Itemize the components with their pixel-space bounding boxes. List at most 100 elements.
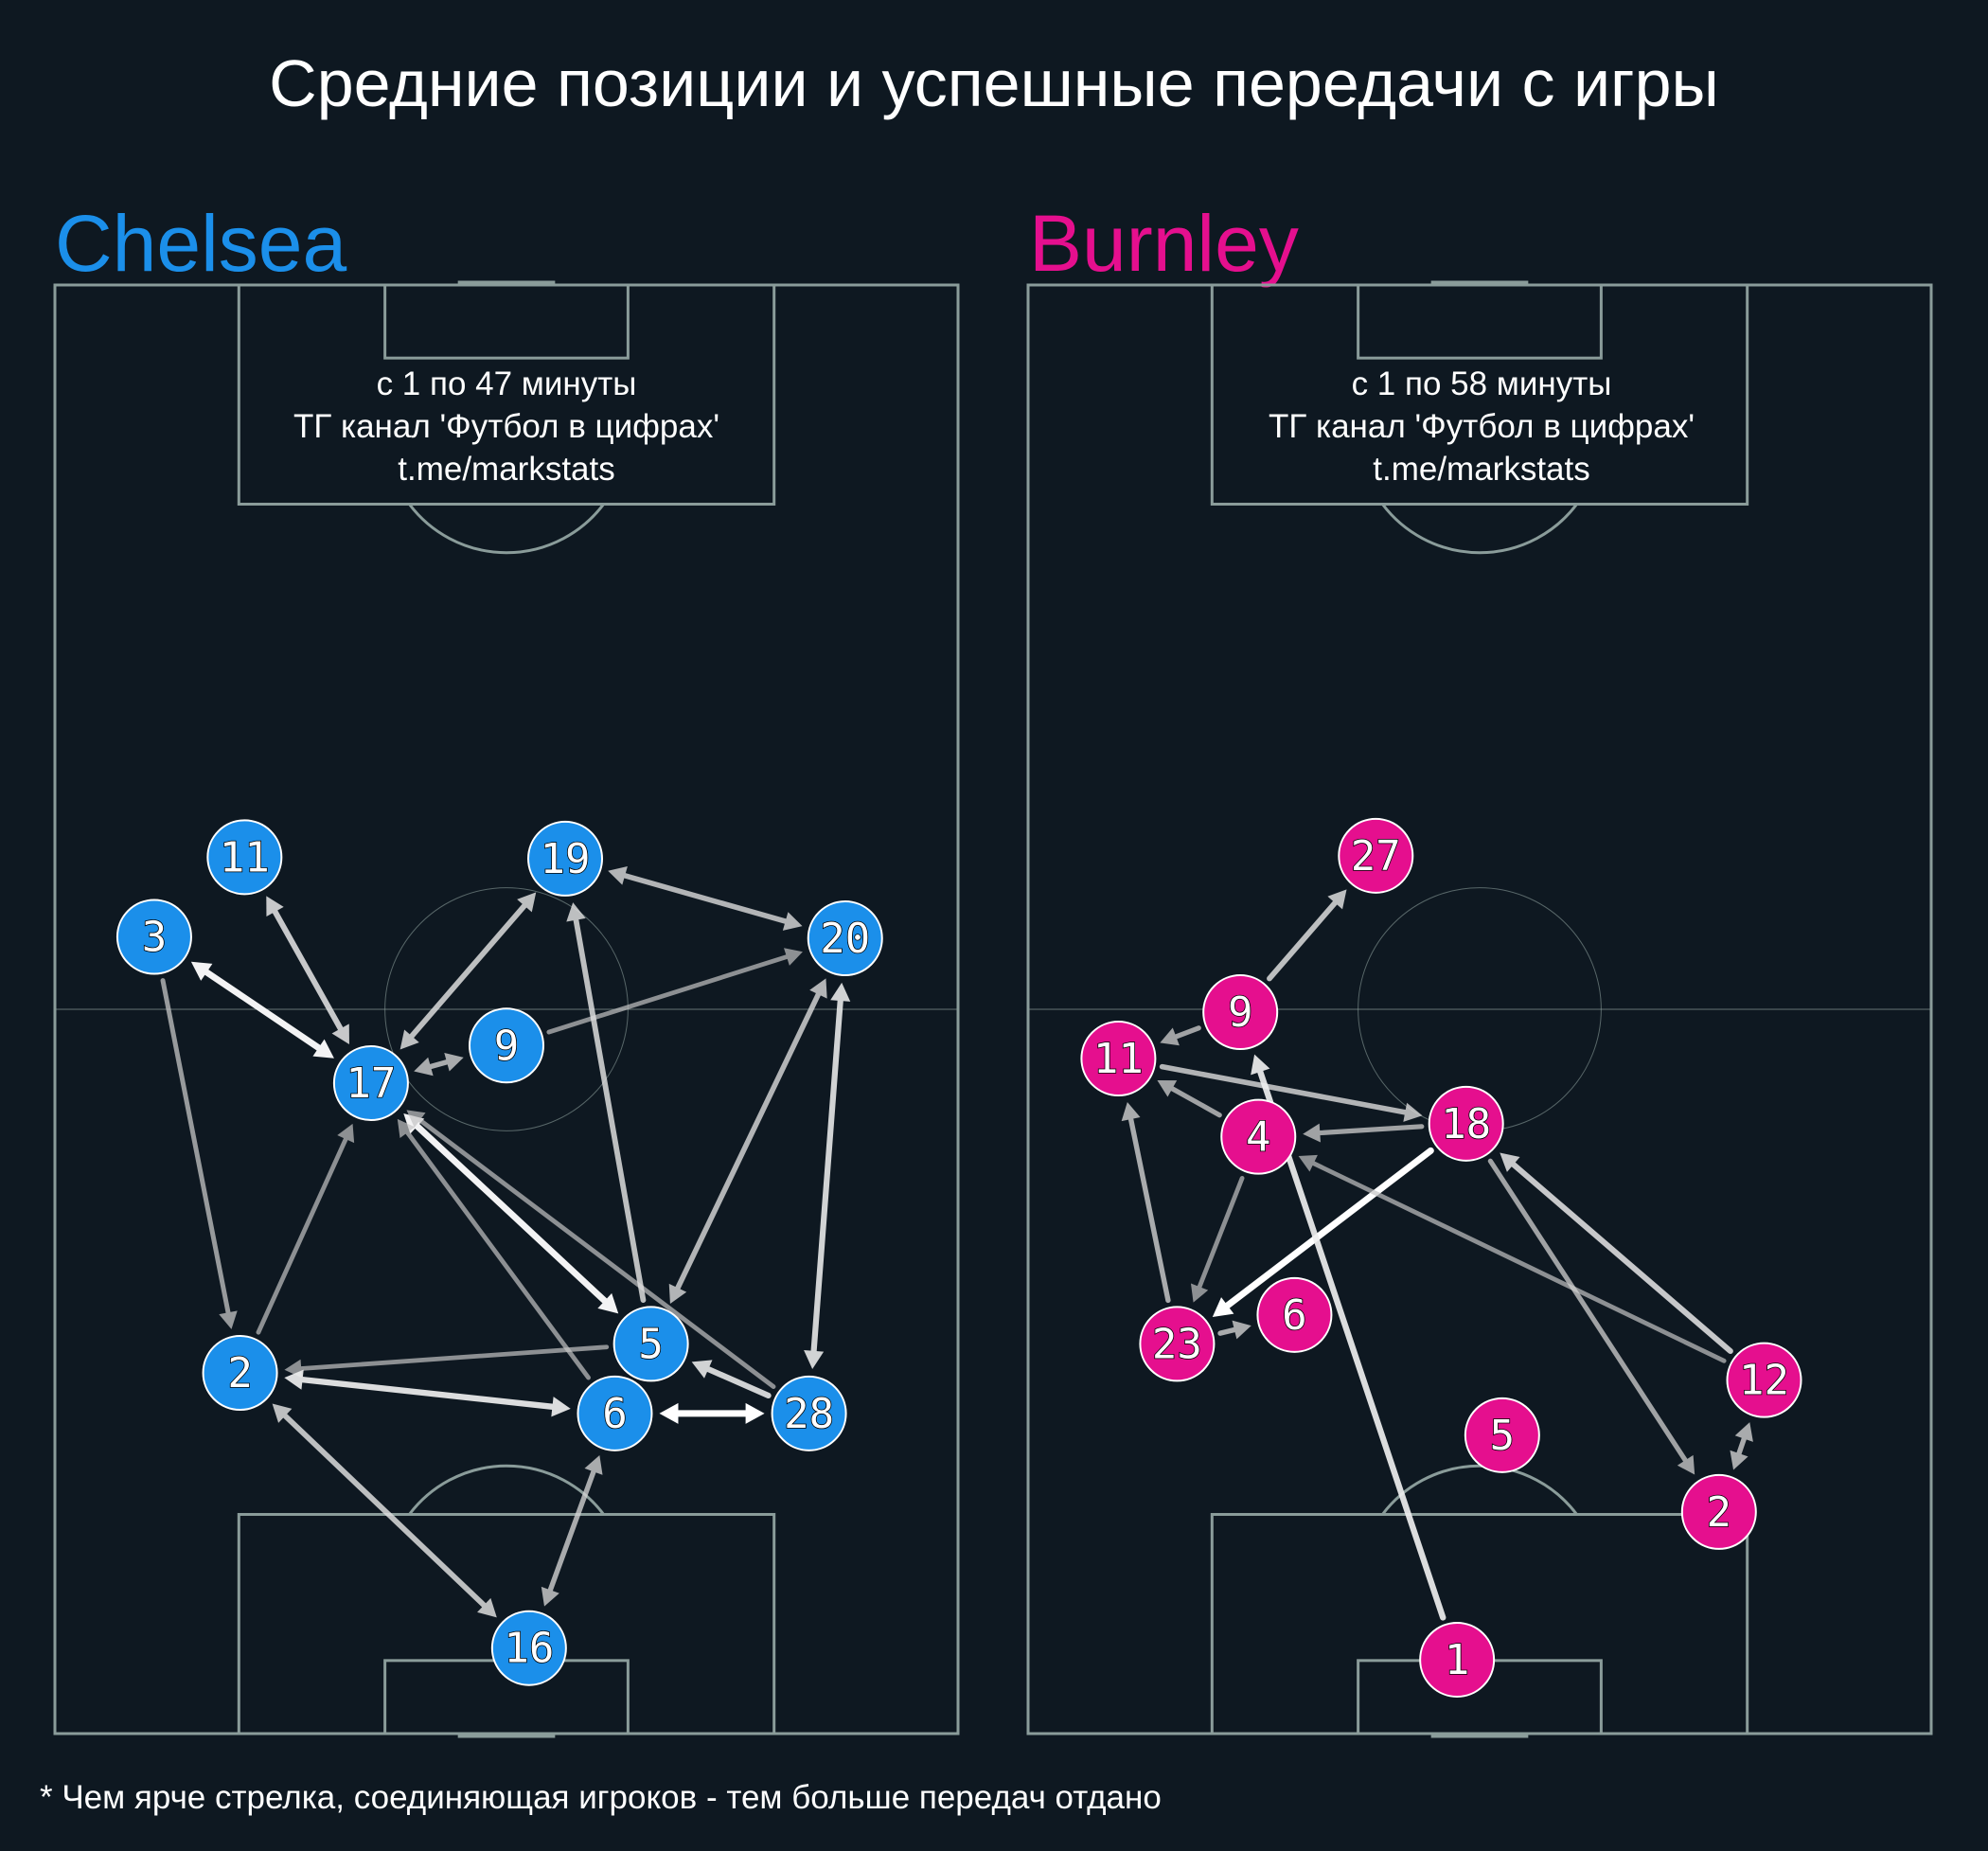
player-node-5: 5: [612, 1306, 689, 1382]
pass-line: [160, 978, 232, 1319]
info-line-3-burnley: t.me/markstats: [1373, 451, 1589, 488]
player-number: 3: [142, 914, 168, 962]
player-marker: [1080, 1021, 1157, 1097]
arrow-head: [1303, 1123, 1321, 1143]
arrow-head: [397, 1118, 416, 1138]
arrow-head: [444, 1053, 464, 1072]
player-marker: [612, 1306, 689, 1382]
pass-arrow-3-2: [160, 978, 238, 1329]
goal-area-top: [383, 283, 630, 360]
pass-line: [546, 1466, 597, 1596]
player-marker: [469, 1007, 544, 1084]
pass-arrow-1-9: [1251, 1054, 1447, 1621]
player-number: 16: [504, 1625, 554, 1673]
arrow-head: [809, 978, 827, 999]
goal-area-top: [1357, 283, 1603, 360]
passes-chelsea: [160, 865, 851, 1618]
player-node-6: 6: [577, 1375, 653, 1451]
player-number: 9: [494, 1022, 520, 1070]
arrow-head: [691, 1360, 713, 1379]
pass-arrow-6-28: [659, 1402, 765, 1424]
pass-line: [200, 967, 326, 1054]
pass-line: [256, 1133, 350, 1335]
pass-arrow-9-11: [1160, 1025, 1201, 1046]
arrow-head-reverse: [659, 1402, 679, 1424]
pass-arrow-28-17: [406, 1110, 776, 1389]
player-number: 2: [1707, 1488, 1732, 1537]
player-node-16: 16: [490, 1610, 567, 1686]
arrow-head-reverse: [266, 896, 284, 917]
pass-arrow-28-5: [691, 1360, 772, 1399]
player-number: 6: [602, 1390, 628, 1438]
footnote: * Чем ярче стрелка, соединяющая игроков …: [40, 1779, 1162, 1816]
passes-burnley: [1121, 889, 1753, 1621]
pass-arrow-19-20: [608, 865, 803, 931]
pass-arrow-20-28: [804, 982, 851, 1370]
info-line-1-chelsea: с 1 по 47 минуты: [377, 365, 637, 402]
arrow-head: [804, 1350, 825, 1370]
pass-line: [279, 1410, 489, 1611]
arrow-head: [477, 1597, 497, 1618]
player-marker: [1680, 1473, 1757, 1550]
info-line-3-chelsea: t.me/markstats: [398, 451, 614, 488]
player-node-9: 9: [469, 1007, 544, 1084]
pass-line: [1159, 1063, 1411, 1116]
team-name-burnley: Burnley: [1029, 199, 1299, 288]
player-number: 11: [220, 833, 270, 881]
arrow-head-reverse: [668, 1283, 687, 1305]
player-node-11: 11: [206, 819, 283, 896]
pass-arrow-17-9: [414, 1053, 464, 1077]
pass-line: [1166, 1084, 1222, 1118]
player-node-1: 1: [1419, 1621, 1496, 1698]
pass-line: [1735, 1433, 1748, 1460]
pass-arrow-5-19: [566, 902, 647, 1304]
pass-line: [270, 905, 346, 1035]
pass-line: [1314, 1124, 1425, 1136]
arrow-head-reverse: [608, 865, 628, 885]
player-number: 4: [1246, 1113, 1271, 1162]
player-marker: [1202, 974, 1279, 1051]
player-node-2: 2: [202, 1335, 278, 1412]
player-node-28: 28: [771, 1375, 847, 1451]
burnley-panel: Burnley с 1 по 58 минуты ТГ канал 'Футбо…: [1026, 199, 1933, 1738]
player-node-18: 18: [1428, 1085, 1504, 1162]
pass-arrow-9-20: [546, 948, 803, 1035]
arrow-head: [784, 948, 803, 966]
arrow-head-reverse: [830, 982, 851, 1002]
pass-line: [1196, 1175, 1245, 1292]
pass-arrow-18-2: [1487, 1158, 1695, 1475]
pass-line: [402, 1127, 591, 1380]
arrow-head: [312, 1039, 334, 1059]
pass-line: [411, 1120, 612, 1308]
arrow-head: [1232, 1320, 1251, 1340]
player-marker: [1419, 1621, 1496, 1698]
pass-line: [701, 1364, 772, 1399]
arrow-head: [219, 1310, 238, 1329]
pass-arrow-3-17: [190, 961, 334, 1059]
arrow-head-reverse: [272, 1403, 293, 1423]
player-number: 23: [1152, 1320, 1202, 1368]
pass-arrow-17-19: [399, 892, 537, 1050]
pass-arrow-12-4: [1298, 1154, 1727, 1363]
players-burnley: 27 9 11 18 4 6 23 12 5 2 1: [1080, 817, 1802, 1698]
player-marker: [1256, 1276, 1333, 1353]
player-number: 27: [1351, 832, 1401, 881]
player-marker: [1338, 817, 1414, 894]
arrow-head-reverse: [190, 961, 213, 981]
team-name-chelsea: Chelsea: [55, 199, 346, 288]
pass-arrow-2-6: [284, 1369, 571, 1417]
player-marker: [1726, 1342, 1802, 1418]
arrow-head: [331, 1023, 349, 1045]
pass-line: [546, 953, 792, 1035]
arrow-head: [597, 1292, 619, 1314]
pass-arrow-11-18: [1159, 1063, 1423, 1122]
player-node-6: 6: [1256, 1276, 1333, 1353]
arrow-head: [1734, 1422, 1753, 1442]
arrow-head: [517, 892, 537, 913]
arrow-head-reverse: [1730, 1450, 1748, 1470]
player-number: 19: [541, 835, 591, 883]
pass-line: [415, 1115, 776, 1389]
player-number: 5: [1490, 1412, 1516, 1460]
arrow-head: [1190, 1283, 1209, 1303]
arrow-head-reverse: [414, 1057, 434, 1077]
